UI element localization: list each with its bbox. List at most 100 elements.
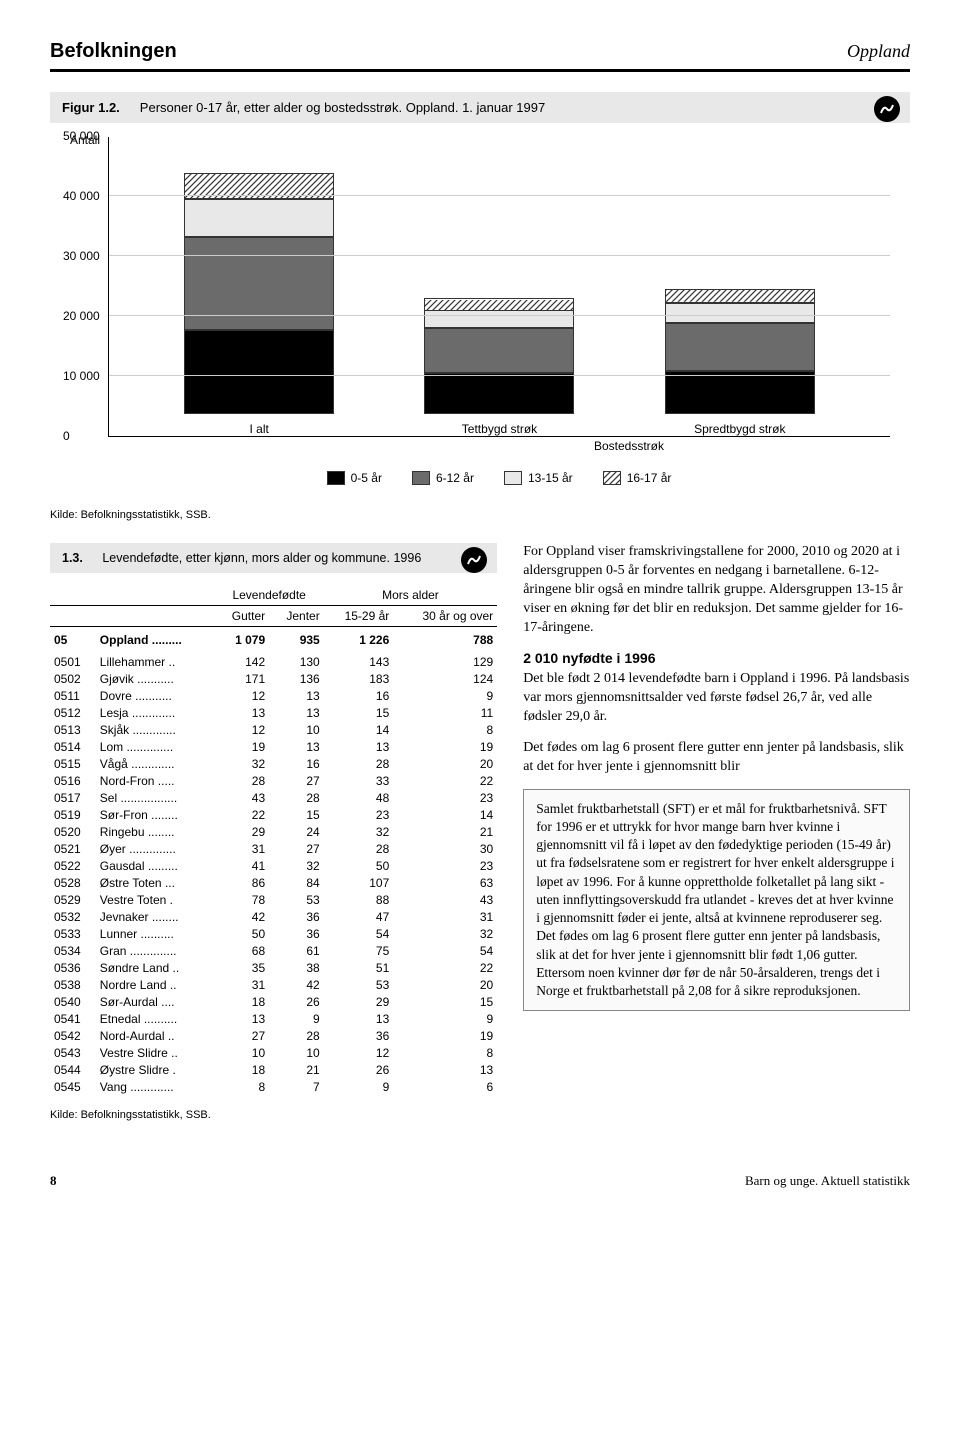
figure-title: Personer 0-17 år, etter alder og bosteds…: [140, 100, 545, 115]
bar-segment: [184, 199, 334, 237]
table-cell: Vang .............: [96, 1078, 215, 1095]
table-cell: 13: [215, 704, 270, 721]
table-cell: 38: [269, 959, 324, 976]
figure-source: Kilde: Befolkningsstatistikk, SSB.: [50, 509, 910, 521]
x-tick-label: Tettbygd strøk: [462, 422, 537, 436]
table-source: Kilde: Befolkningsstatistikk, SSB.: [50, 1109, 497, 1121]
chart-legend: 0-5 år6-12 år13-15 år16-17 år: [108, 471, 890, 485]
table-cell: Ringebu ........: [96, 823, 215, 840]
table-cell: 0540: [50, 993, 96, 1010]
table-cell: Dovre ...........: [96, 687, 215, 704]
table-cell: 22: [215, 806, 270, 823]
page-header: Befolkningen Oppland: [50, 40, 910, 72]
table-row: 0534Gran ..............68617554: [50, 942, 497, 959]
table-cell: 107: [324, 874, 394, 891]
table-cell: 9: [324, 1078, 394, 1095]
paragraph: Det ble født 2 014 levendefødte barn i O…: [523, 671, 909, 724]
table-cell: 7: [269, 1078, 324, 1095]
table-cell: 54: [324, 925, 394, 942]
table-cell: 22: [393, 772, 497, 789]
table-row: 0545Vang .............8796: [50, 1078, 497, 1095]
table-cell: 23: [393, 857, 497, 874]
table-cell: 50: [215, 925, 270, 942]
table-cell: 48: [324, 789, 394, 806]
table-cell: 183: [324, 670, 394, 687]
sub-heading: 2 010 nyfødte i 1996: [523, 650, 655, 666]
table-cell: 42: [269, 976, 324, 993]
table-cell: 8: [215, 1078, 270, 1095]
page-number: 8: [50, 1173, 57, 1189]
table-row: 0515Vågå .............32162820: [50, 755, 497, 772]
table-cell: 28: [269, 1027, 324, 1044]
table-cell: 26: [269, 993, 324, 1010]
table-cell: 0516: [50, 772, 96, 789]
paragraph: For Oppland viser framskrivingstallene f…: [523, 543, 910, 637]
table-cell: 28: [269, 789, 324, 806]
table-cell: 788: [393, 627, 497, 654]
table-cell: Lunner ..........: [96, 925, 215, 942]
table-cell: Lillehammer ..: [96, 653, 215, 670]
table-cell: 28: [324, 755, 394, 772]
column-header: [50, 606, 96, 627]
table-cell: 0534: [50, 942, 96, 959]
table-cell: Lesja .............: [96, 704, 215, 721]
table-cell: 20: [393, 976, 497, 993]
table-cell: 26: [324, 1061, 394, 1078]
table-cell: 0514: [50, 738, 96, 755]
table-cell: 33: [324, 772, 394, 789]
table-cell: 9: [393, 687, 497, 704]
table-cell: 136: [269, 670, 324, 687]
table-cell: 0502: [50, 670, 96, 687]
bar-segment: [424, 373, 574, 414]
table-cell: 16: [324, 687, 394, 704]
bar-segment: [665, 303, 815, 323]
bar-segment: [184, 237, 334, 330]
table-cell: 13: [269, 687, 324, 704]
table-cell: 14: [324, 721, 394, 738]
table-row: 0543Vestre Slidre ..1010128: [50, 1044, 497, 1061]
table-cell: Sør-Aurdal ....: [96, 993, 215, 1010]
x-tick-label: I alt: [249, 422, 268, 436]
table-cell: 31: [215, 976, 270, 993]
table-cell: 31: [393, 908, 497, 925]
table-cell: Søndre Land ..: [96, 959, 215, 976]
table-row: 0519Sør-Fron ........22152314: [50, 806, 497, 823]
table-cell: 23: [324, 806, 394, 823]
table-number: 1.3.: [62, 551, 83, 565]
table-cell: 13: [215, 1010, 270, 1027]
table-cell: 143: [324, 653, 394, 670]
table-cell: 78: [215, 891, 270, 908]
table-cell: 15: [269, 806, 324, 823]
table-row: 0501Lillehammer ..142130143129: [50, 653, 497, 670]
table-cell: 19: [393, 1027, 497, 1044]
bar-segment: [665, 371, 815, 414]
table-cell: 0517: [50, 789, 96, 806]
table-cell: 32: [215, 755, 270, 772]
table-cell: 36: [324, 1027, 394, 1044]
table-cell: 29: [215, 823, 270, 840]
bar-segment: [424, 298, 574, 311]
table-cell: Nord-Fron .....: [96, 772, 215, 789]
table-cell: 0511: [50, 687, 96, 704]
bar-segment: [665, 289, 815, 303]
bar-segment: [184, 330, 334, 414]
y-tick: 20 000: [63, 309, 100, 323]
stats-badge-icon: [461, 547, 487, 573]
x-tick-label: Spredtbygd strøk: [694, 422, 785, 436]
table-cell: 15: [324, 704, 394, 721]
table-row: 0520Ringebu ........29243221: [50, 823, 497, 840]
table-cell: 19: [393, 738, 497, 755]
table-row: 0511Dovre ...........1213169: [50, 687, 497, 704]
table-row: 0517Sel .................43284823: [50, 789, 497, 806]
table-cell: 18: [215, 993, 270, 1010]
table-cell: 13: [269, 704, 324, 721]
table-cell: 28: [324, 840, 394, 857]
table-cell: 42: [215, 908, 270, 925]
table-cell: 63: [393, 874, 497, 891]
y-tick: 10 000: [63, 369, 100, 383]
table-cell: 0542: [50, 1027, 96, 1044]
table-cell: 0522: [50, 857, 96, 874]
table-cell: 0536: [50, 959, 96, 976]
legend-item: 16-17 år: [603, 471, 672, 485]
table-cell: 9: [393, 1010, 497, 1027]
